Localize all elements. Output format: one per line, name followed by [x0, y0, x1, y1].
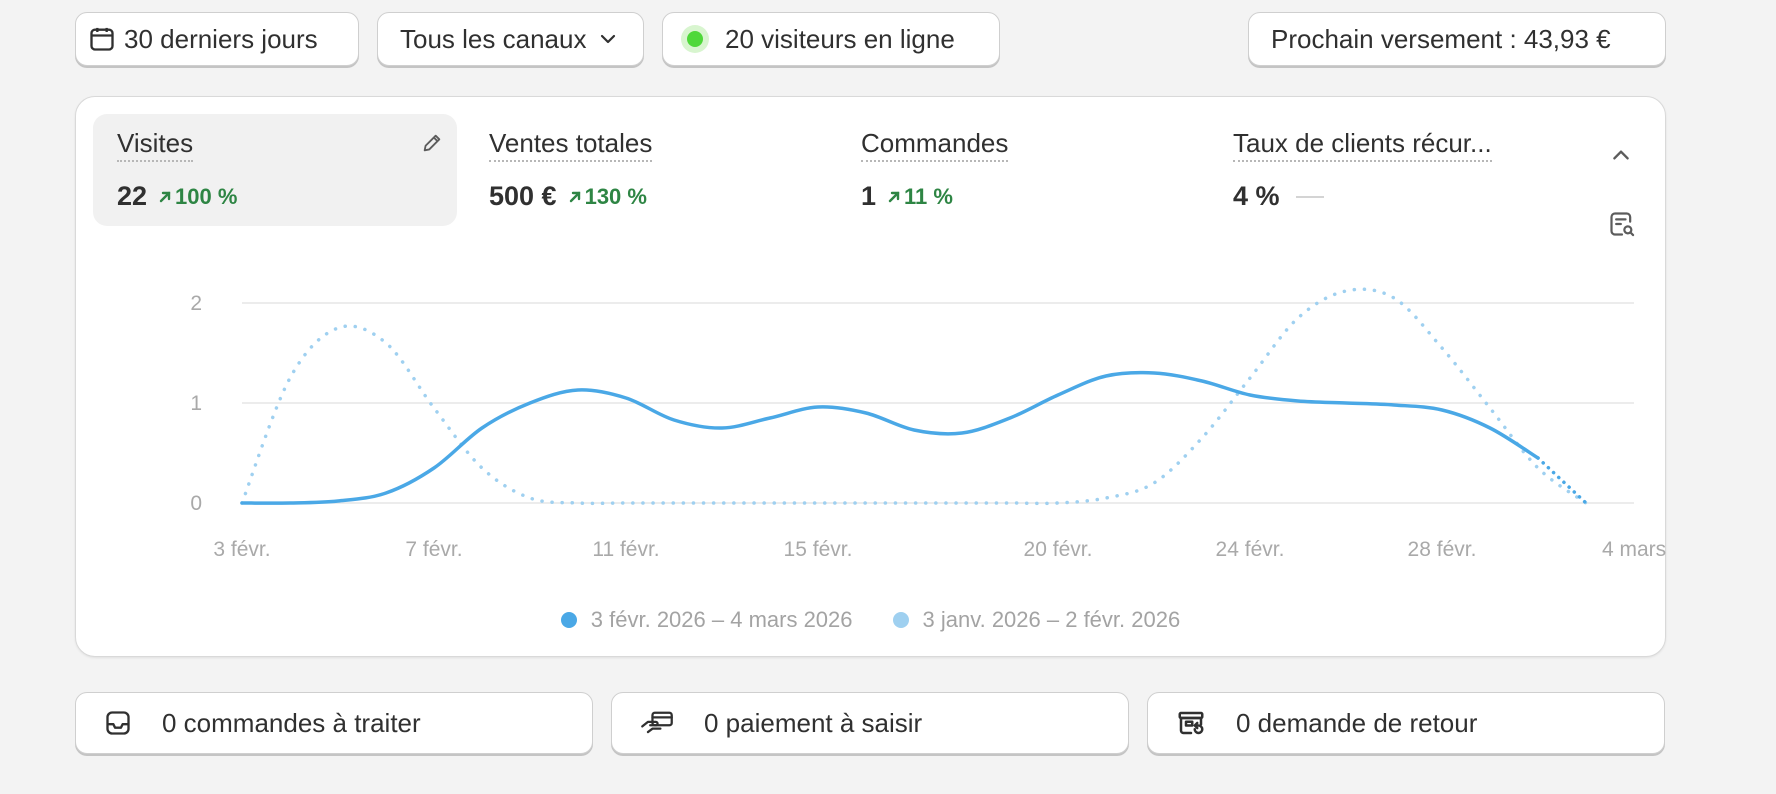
series-line-current	[240, 370, 1540, 505]
x-tick-label: 24 févr.	[1216, 538, 1285, 561]
metric-label: Ventes totales	[489, 128, 653, 162]
payments-to-capture-button[interactable]: 0 paiement à saisir	[611, 692, 1129, 754]
metric-change-value: 100 %	[175, 183, 238, 209]
series-line-current-projection	[1536, 456, 1588, 505]
legend-swatch-previous	[892, 612, 909, 628]
metric-label: Taux de clients récur...	[1233, 128, 1492, 162]
orders-to-process-button[interactable]: 0 commandes à traiter	[75, 692, 593, 754]
visits-chart: 0 1 2 3 févr. 7 févr. 11 févr. 15 févr. 20 févr…	[190, 287, 1666, 561]
legend-label-current: 3 févr. 2026 – 4 mars 2026	[590, 607, 853, 632]
metric-returning-customers[interactable]: Taux de clients récur... 4 %	[1209, 114, 1573, 226]
metric-change-value: 130 %	[584, 183, 647, 209]
x-tick-label: 4 mars	[1602, 538, 1666, 561]
hand-card-icon	[641, 711, 673, 734]
metric-visits[interactable]: Visites 22 100 %	[93, 114, 457, 226]
x-tick-label: 11 févr.	[592, 538, 659, 561]
legend-label-previous: 3 janv. 2026 – 2 févr. 2026	[922, 607, 1181, 632]
task-label: 0 commandes à traiter	[162, 707, 421, 738]
channel-select[interactable]: Tous les canaux	[377, 12, 644, 66]
chevron-down-icon	[601, 34, 616, 44]
status-dot-icon	[681, 25, 709, 53]
metric-change: 11 %	[886, 184, 953, 210]
visitors-online-button[interactable]: 20 visiteurs en ligne	[662, 12, 1000, 66]
metric-change-value: 11 %	[904, 183, 953, 209]
payout-button[interactable]: Prochain versement : 43,93 €	[1248, 12, 1666, 66]
report-search-icon	[1610, 212, 1635, 237]
calendar-icon	[90, 27, 114, 51]
arrow-up-right-icon	[888, 191, 900, 202]
view-report-button[interactable]	[1605, 207, 1639, 241]
task-label: 0 demande de retour	[1236, 707, 1478, 738]
metric-total-sales[interactable]: Ventes totales 500 € 130 %	[465, 114, 829, 226]
arrow-up-right-icon	[159, 191, 171, 202]
no-change-dash	[1295, 195, 1324, 198]
legend-swatch-current	[560, 612, 577, 628]
legend-item-previous[interactable]: 3 janv. 2026 – 2 févr. 2026	[892, 607, 1181, 633]
metric-value: 500 €	[489, 181, 557, 211]
analytics-card: 0 1 2 3 févr. 7 févr. 11 févr. 15 févr. 20 févr…	[75, 96, 1666, 657]
pencil-icon[interactable]	[421, 132, 443, 154]
series-line-previous	[240, 287, 1588, 506]
collapse-button[interactable]	[1607, 141, 1635, 169]
return-requests-button[interactable]: 0 demande de retour	[1147, 692, 1665, 754]
x-tick-label: 28 févr.	[1408, 538, 1477, 561]
metric-change: 100 %	[157, 184, 237, 210]
chart-legend: 3 févr. 2026 – 4 mars 2026 3 janv. 2026 …	[76, 607, 1665, 633]
x-tick-label: 20 févr.	[1024, 538, 1093, 561]
x-tick-label: 7 févr.	[405, 538, 462, 561]
return-box-icon	[1178, 711, 1204, 735]
task-label: 0 paiement à saisir	[704, 707, 923, 738]
legend-item-current[interactable]: 3 févr. 2026 – 4 mars 2026	[560, 607, 853, 633]
chevron-up-icon	[1613, 150, 1629, 160]
metric-orders[interactable]: Commandes 1 11 %	[837, 114, 1201, 226]
y-tick-label: 2	[190, 292, 202, 315]
visitors-online-label: 20 visiteurs en ligne	[725, 23, 955, 54]
metric-change: 130 %	[567, 184, 647, 210]
y-tick-label: 0	[190, 492, 202, 515]
metric-value: 1	[861, 181, 877, 211]
arrow-up-right-icon	[569, 191, 580, 202]
metric-value: 22	[117, 181, 148, 211]
date-range-label: 30 derniers jours	[124, 23, 318, 54]
date-range-button[interactable]: 30 derniers jours	[75, 12, 359, 66]
metric-value: 4 %	[1233, 181, 1280, 211]
channel-label: Tous les canaux	[400, 23, 587, 54]
metric-label: Visites	[117, 128, 194, 162]
x-tick-label: 15 févr.	[784, 538, 853, 561]
metric-label: Commandes	[861, 128, 1009, 162]
y-tick-label: 1	[190, 392, 202, 415]
x-tick-label: 3 févr.	[213, 538, 270, 561]
inbox-icon	[106, 711, 130, 735]
payout-label: Prochain versement : 43,93 €	[1271, 23, 1611, 54]
